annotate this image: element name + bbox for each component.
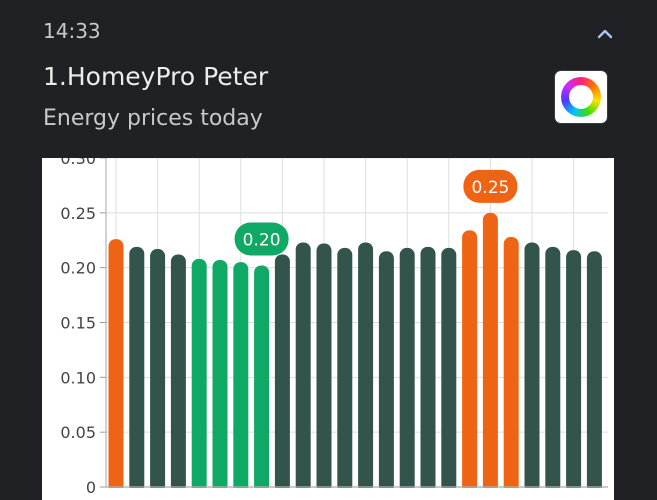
bar <box>545 246 561 493</box>
bar <box>316 243 332 493</box>
bar <box>129 246 145 493</box>
chevron-up-icon <box>597 29 613 39</box>
bar <box>233 262 249 493</box>
y-tick-label: 0.25 <box>60 204 96 223</box>
bar <box>108 239 124 493</box>
price-bubble-high <box>463 169 518 203</box>
bar <box>566 250 582 493</box>
collapse-button[interactable] <box>592 22 618 44</box>
bar <box>462 230 478 493</box>
chart-svg: 0 0.05 0.10 0.15 0.20 0.25 0.30 0.20 0.25 <box>60 158 609 500</box>
bar <box>191 258 207 493</box>
bar <box>358 242 374 493</box>
energy-price-chart: 0 0.05 0.10 0.15 0.20 0.25 0.30 0.20 0.25 <box>42 158 614 500</box>
y-tick-label: 0.15 <box>60 314 96 333</box>
notification-title: 1.HomeyPro Peter <box>43 62 269 91</box>
bar <box>254 265 270 493</box>
y-tick-label: 0.10 <box>60 368 96 387</box>
bar <box>503 236 519 493</box>
bar <box>482 212 498 494</box>
y-tick-label: 0.30 <box>60 158 96 168</box>
bar <box>274 254 290 493</box>
bar <box>399 247 415 493</box>
bar <box>524 242 540 493</box>
bar <box>170 254 186 493</box>
bar <box>295 242 311 493</box>
price-bubble-low <box>234 222 289 256</box>
price-bubble-label: 0.20 <box>243 230 281 250</box>
notification-subtitle: Energy prices today <box>43 106 263 131</box>
bar <box>420 246 436 493</box>
notification-time: 14:33 <box>43 19 101 43</box>
bar <box>586 251 602 493</box>
axis-mask <box>107 488 609 500</box>
y-tick-label: 0 <box>86 478 96 497</box>
price-bubble-label: 0.25 <box>471 178 509 198</box>
bar <box>441 247 457 493</box>
bar <box>150 249 166 493</box>
bar <box>378 251 394 493</box>
bar <box>212 259 228 493</box>
y-tick-label: 0.20 <box>60 259 96 278</box>
bar <box>337 247 353 493</box>
homey-icon <box>555 71 607 123</box>
y-tick-label: 0.05 <box>60 423 96 442</box>
